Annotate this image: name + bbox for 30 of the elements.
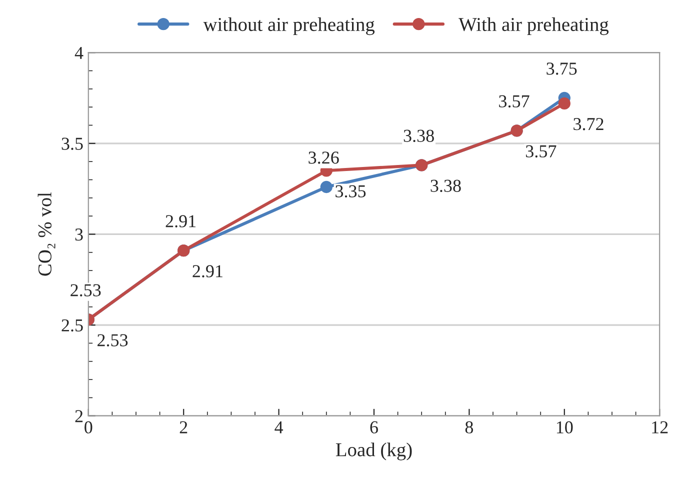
x-tick-label: 0 [84,421,92,434]
data-label: 3.38 [404,130,434,142]
x-axis-title: Load (kg) [336,442,412,460]
y-tick-label: 3.5 [62,138,83,150]
data-label: 3.35 [336,185,366,198]
data-label: 3.75 [546,62,577,75]
y-tick-label: 4 [74,46,84,59]
x-tick-label: 6 [370,421,378,434]
point [320,180,332,194]
data-label: 2.53 [70,284,101,296]
y-tick-label: 2 [75,410,83,422]
data-label: 2.91 [166,215,196,228]
y-axis-title: CO₂ % vol [38,192,56,276]
x-tick-label: 8 [465,421,474,434]
x-tick-label: 4 [274,421,284,434]
point [558,97,570,110]
x-tick-label: 10 [556,421,573,434]
legend-label: without air preheating [203,17,375,36]
y-tick-label: 2.5 [62,319,83,332]
data-label: 3.57 [526,145,556,158]
data-label: 3.26 [308,152,339,164]
y-tick-label: 3 [75,228,83,241]
data-label: 3.57 [499,95,530,108]
data-label: 2.53 [98,334,128,346]
x-tick-label: 2 [180,421,188,434]
data-label: 2.91 [192,265,222,278]
data-label: 3.72 [574,118,604,130]
legend-label: With air preheating [458,17,609,36]
data-label: 3.38 [430,180,461,192]
x-tick-label: 12 [652,421,668,434]
